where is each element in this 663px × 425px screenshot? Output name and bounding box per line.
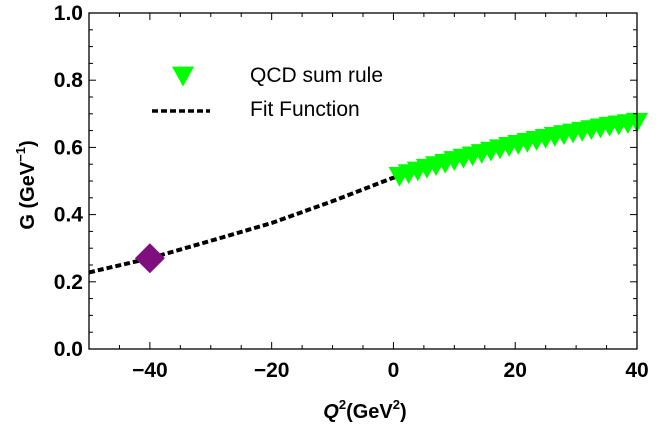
y-tick-label: 1.0 [54,2,83,25]
y-tick-label: 0.0 [54,338,83,361]
y-tick-label: 0.2 [54,271,83,294]
x-tick-label: 0 [388,359,400,382]
fit-function-line [88,174,400,275]
y-tick-label: 0.6 [54,136,83,159]
legend-triangle-icon [172,66,194,87]
legend-label-fit-function: Fit Function [250,98,360,121]
plot-area [88,112,648,275]
diamond-point [134,243,165,274]
axes: −40 −20 0 20 40 0.0 0.2 0.4 0.6 0.8 1.0 [54,2,649,382]
x-axis-label: Q2(GeV2) [323,397,406,423]
y-tick-label: 0.4 [54,204,84,227]
y-axis-label: G (GeV−1) [13,140,39,229]
x-tick-label: 40 [625,359,648,382]
legend-label-qcd-sum-rule: QCD sum rule [250,64,383,87]
x-tick-label: −40 [132,359,168,382]
x-tick-label: 20 [504,359,527,382]
x-tick-label: −20 [254,359,290,382]
y-tick-label: 0.8 [54,69,84,92]
legend: QCD sum rule Fit Function [152,64,383,121]
